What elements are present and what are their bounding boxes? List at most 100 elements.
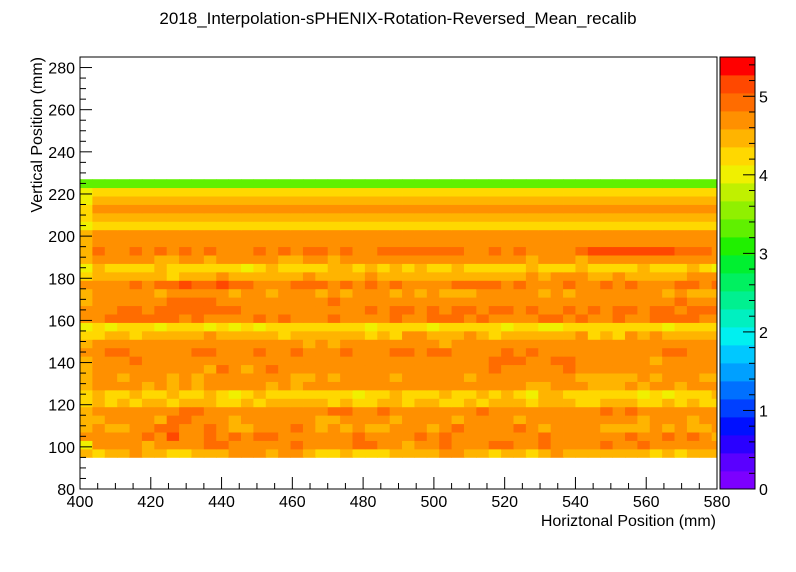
heatmap-cell: [340, 271, 353, 281]
heatmap-cell: [649, 204, 663, 214]
heatmap-cell: [191, 381, 205, 391]
heatmap-cell: [488, 415, 502, 425]
heatmap-cell: [451, 204, 465, 214]
heatmap-cell: [402, 314, 415, 323]
heatmap-cell: [191, 280, 205, 290]
heatmap-cell: [228, 204, 242, 214]
heatmap-cell: [117, 288, 130, 298]
heatmap-cell: [104, 415, 118, 425]
heatmap-cell: [637, 406, 651, 416]
heatmap-cell: [241, 322, 254, 332]
heatmap-cell: [488, 196, 502, 205]
heatmap-cell: [501, 415, 514, 425]
heatmap-cell: [662, 330, 675, 340]
heatmap-cell: [179, 212, 192, 222]
heatmap-cell: [228, 187, 242, 197]
heatmap-cell: [265, 238, 279, 248]
heatmap-cell: [80, 187, 93, 197]
heatmap-cell: [364, 221, 378, 231]
heatmap-cell: [327, 263, 341, 273]
heatmap-cell: [92, 212, 106, 222]
heatmap-cell: [674, 389, 688, 399]
heatmap-cell: [278, 212, 291, 222]
heatmap-cell: [550, 255, 564, 264]
heatmap-cell: [463, 229, 477, 239]
heatmap-cell: [154, 305, 168, 315]
heatmap-cell: [352, 432, 366, 441]
heatmap-cell: [587, 204, 601, 214]
heatmap-cell: [327, 238, 341, 248]
heatmap-cell: [203, 398, 217, 408]
heatmap-cell: [624, 339, 638, 349]
heatmap-cell: [117, 187, 130, 197]
heatmap-cell: [513, 280, 527, 290]
heatmap-cell: [253, 432, 267, 441]
heatmap-cell: [439, 423, 452, 433]
heatmap-cell: [513, 356, 527, 366]
heatmap-cell: [141, 381, 155, 391]
heatmap-cell: [439, 255, 452, 264]
heatmap-cell: [575, 373, 589, 382]
heatmap-cell: [179, 364, 192, 374]
heatmap-cell: [340, 373, 353, 382]
heatmap-cell: [439, 389, 452, 399]
heatmap-cell: [451, 229, 465, 239]
heatmap-cell: [699, 196, 713, 205]
heatmap-cell: [117, 406, 130, 416]
heatmap-cell: [154, 389, 168, 399]
heatmap-cell: [637, 381, 651, 391]
heatmap-cell: [674, 187, 688, 197]
heatmap-cell: [662, 448, 675, 458]
heatmap-cell: [575, 322, 589, 332]
heatmap-cell: [228, 339, 242, 349]
heatmap-cell: [141, 187, 155, 197]
heatmap-cell: [203, 322, 217, 332]
heatmap-cell: [389, 322, 403, 332]
heatmap-cell: [662, 280, 675, 290]
heatmap-cell: [166, 263, 180, 273]
heatmap-cell: [228, 221, 242, 231]
heatmap-cell: [525, 381, 539, 391]
heatmap-cell: [290, 389, 304, 399]
heatmap-cell: [476, 187, 490, 197]
heatmap-cell: [278, 356, 291, 366]
heatmap-cell: [80, 440, 93, 450]
heatmap-cell: [600, 280, 614, 290]
heatmap-cell: [686, 448, 700, 458]
heatmap-cell: [265, 280, 279, 290]
heatmap-cell: [587, 280, 601, 290]
heatmap-cell: [575, 246, 589, 256]
heatmap-cell: [290, 322, 304, 332]
heatmap-cell: [563, 204, 576, 214]
heatmap-cell: [80, 406, 93, 416]
heatmap-cell: [327, 347, 341, 357]
heatmap-cell: [203, 415, 217, 425]
heatmap-cell: [575, 212, 589, 222]
heatmap-cell: [662, 246, 675, 256]
heatmap-cell: [80, 330, 93, 340]
heatmap-cell: [340, 339, 353, 349]
heatmap-cell: [649, 356, 663, 366]
heatmap-cell: [538, 432, 552, 441]
heatmap-cell: [327, 221, 341, 231]
heatmap-cell: [538, 440, 552, 450]
z-tick-label: 1: [759, 403, 768, 420]
heatmap-cell: [352, 229, 366, 239]
heatmap-cell: [166, 373, 180, 382]
heatmap-cell: [525, 238, 539, 248]
heatmap-cell: [538, 280, 552, 290]
heatmap-cell: [389, 406, 403, 416]
heatmap-cell: [179, 196, 192, 205]
heatmap-cell: [129, 288, 143, 298]
heatmap-cell: [203, 263, 217, 273]
heatmap-cell: [389, 297, 403, 307]
heatmap-cell: [674, 297, 688, 307]
heatmap-cell: [216, 288, 230, 298]
heatmap-cell: [612, 356, 626, 366]
heatmap-cell: [141, 322, 155, 332]
heatmap-cell: [699, 322, 713, 332]
heatmap-cell: [92, 432, 106, 441]
heatmap-cell: [624, 229, 638, 239]
heatmap-cell: [662, 322, 675, 332]
